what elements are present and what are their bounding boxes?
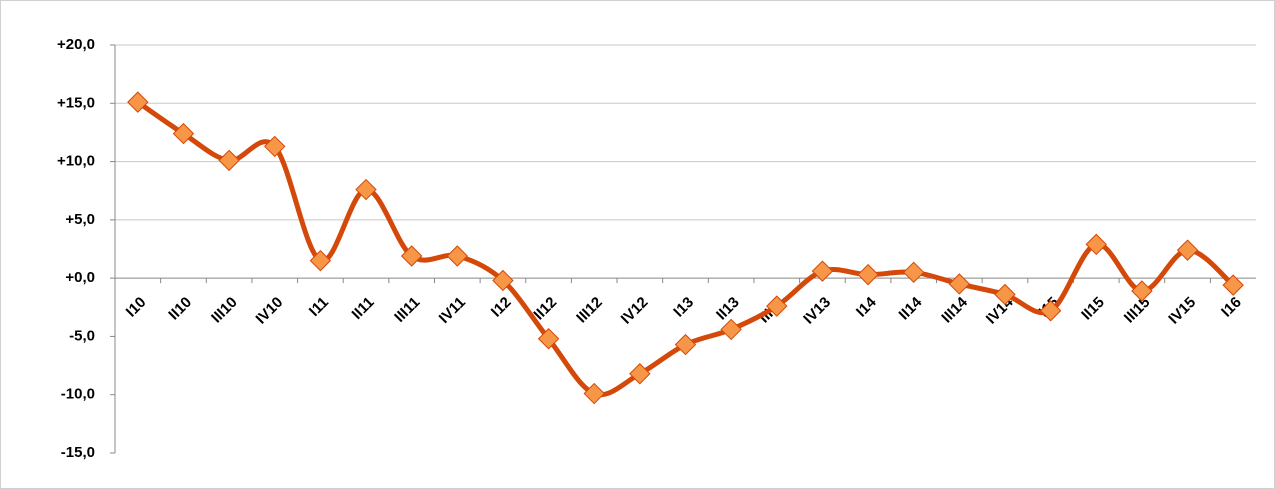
data-point xyxy=(1131,280,1153,302)
y-tick-label: +0,0 xyxy=(65,269,95,286)
y-tick-label: +10,0 xyxy=(57,153,95,170)
y-tick-label: +20,0 xyxy=(57,36,95,53)
data-point xyxy=(1039,300,1062,322)
y-tick-label: -10,0 xyxy=(61,386,95,403)
data-point xyxy=(127,91,149,113)
data-point xyxy=(355,178,377,201)
data-point xyxy=(1176,239,1199,261)
y-tick-label: -15,0 xyxy=(61,444,95,461)
data-point xyxy=(309,249,332,272)
data-point xyxy=(948,273,971,295)
y-tick-label: -5,0 xyxy=(69,327,95,344)
y-tick-label: +15,0 xyxy=(57,94,95,111)
data-point xyxy=(994,283,1016,306)
data-point xyxy=(902,261,925,284)
data-point xyxy=(264,135,286,158)
data-point xyxy=(811,260,834,282)
data-point xyxy=(446,245,469,267)
data-point xyxy=(492,269,514,292)
data-point xyxy=(857,263,879,286)
data-point xyxy=(400,245,423,267)
data-point xyxy=(1222,274,1244,296)
data-point xyxy=(537,328,560,350)
data-point xyxy=(766,295,788,317)
data-point xyxy=(1085,233,1107,256)
data-point xyxy=(720,318,742,341)
y-tick-label: +5,0 xyxy=(65,211,95,228)
data-point xyxy=(629,363,651,385)
data-point xyxy=(674,333,697,356)
data-point xyxy=(583,382,605,405)
data-point xyxy=(172,122,195,145)
data-point xyxy=(218,149,240,172)
